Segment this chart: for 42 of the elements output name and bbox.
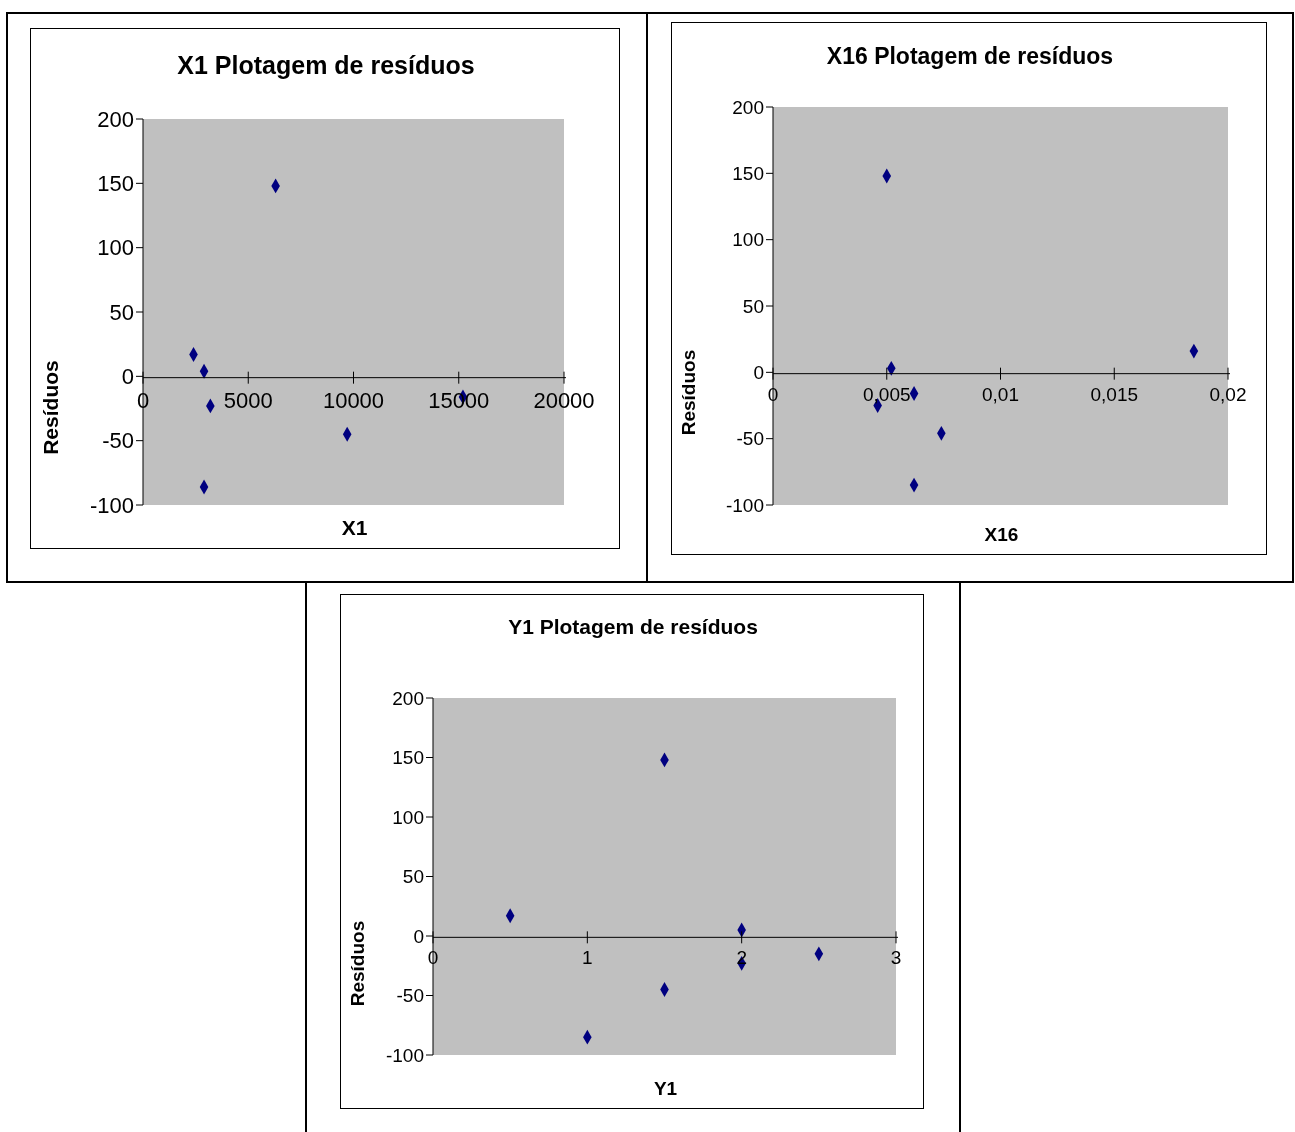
x-tick-label: 0,02 [1209,383,1247,405]
y-tick-label: 200 [97,106,134,132]
x-tick-label: 1 [582,947,593,969]
y-tick-label: 0 [413,925,424,947]
x-tick-label: 3 [890,947,902,969]
x-tick-label: 0 [427,947,439,969]
chart-title: X16 Plotagem de resíduos [825,43,1115,70]
y-tick-label: 150 [97,171,134,197]
y-tick-label: -50 [102,428,134,454]
y-tick-label: 50 [109,299,134,325]
y-tick-label: -100 [89,492,134,518]
x-tick-label: 0 [136,387,150,413]
x-axis-title: X16 [983,524,1020,546]
y-tick-label: -100 [725,494,764,516]
x-tick-label: 15000 [428,387,490,413]
y-axis-title: Resíduos [678,349,700,436]
chart-title: X1 Plotagem de resíduos [176,51,476,80]
y-tick-label: 100 [732,229,764,251]
y-tick-label: -100 [385,1044,424,1066]
y-tick-label: 100 [97,235,134,261]
y-axis-title: Resíduos [39,360,63,455]
y-tick-label: 150 [392,747,424,769]
x-tick-label: 0,005 [862,383,911,405]
x-axis-title: X1 [340,516,369,540]
y-tick-label: 150 [732,163,764,185]
y-tick-label: 50 [742,295,764,317]
y-axis-title: Resíduos [347,920,369,1006]
y-tick-label: -50 [396,985,424,1007]
x-tick-label: 10000 [322,387,385,413]
y-tick-label: 100 [392,806,424,828]
y-tick-label: 200 [392,687,424,709]
y-tick-label: -50 [736,428,764,450]
x-tick-label: 5000 [223,387,273,413]
y-tick-label: 0 [753,362,764,384]
x-axis-title: Y1 [652,1078,679,1100]
y-tick-label: 50 [402,866,424,888]
chart-title: Y1 Plotagem de resíduos [507,615,759,639]
x-tick-label: 0,01 [982,383,1019,405]
y-tick-label: 200 [732,96,764,118]
x-tick-label: 0 [767,383,779,405]
x-tick-label: 20000 [533,387,595,413]
x-tick-label: 0,015 [1090,383,1139,405]
